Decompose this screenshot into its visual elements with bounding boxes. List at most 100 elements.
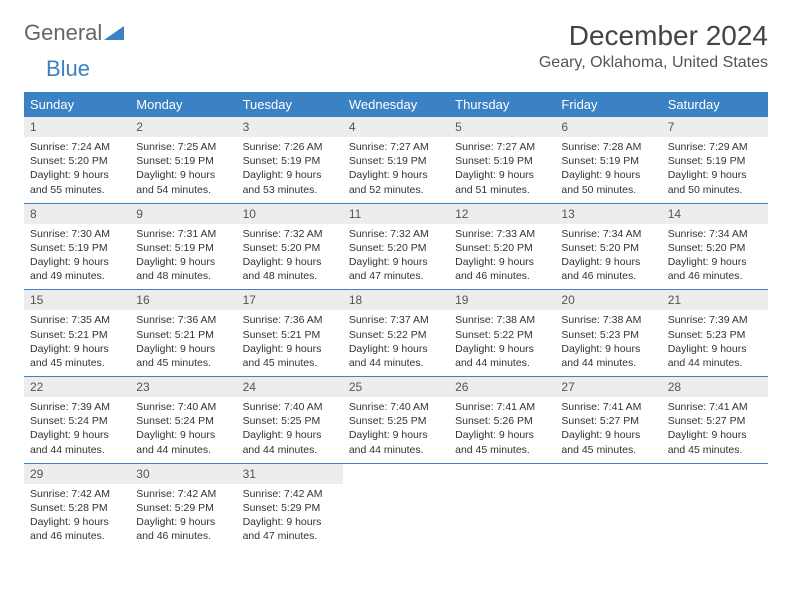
calendar-day: 13Sunrise: 7:34 AMSunset: 5:20 PMDayligh… — [555, 204, 661, 290]
day-number: 30 — [130, 464, 236, 484]
sunset-text: Sunset: 5:29 PM — [136, 501, 230, 515]
day-number: 7 — [662, 117, 768, 137]
sunset-text: Sunset: 5:24 PM — [136, 414, 230, 428]
day-number: 22 — [24, 377, 130, 397]
sunset-text: Sunset: 5:25 PM — [243, 414, 337, 428]
day-number: 5 — [449, 117, 555, 137]
sunset-text: Sunset: 5:19 PM — [136, 154, 230, 168]
day-details: Sunrise: 7:32 AMSunset: 5:20 PMDaylight:… — [343, 224, 449, 290]
day-details: Sunrise: 7:27 AMSunset: 5:19 PMDaylight:… — [343, 137, 449, 203]
sunset-text: Sunset: 5:19 PM — [668, 154, 762, 168]
day-number: 9 — [130, 204, 236, 224]
day-details: Sunrise: 7:33 AMSunset: 5:20 PMDaylight:… — [449, 224, 555, 290]
sunset-text: Sunset: 5:19 PM — [561, 154, 655, 168]
daylight-text: Daylight: 9 hours and 44 minutes. — [136, 428, 230, 456]
day-details: Sunrise: 7:34 AMSunset: 5:20 PMDaylight:… — [662, 224, 768, 290]
brand-triangle-icon — [102, 20, 124, 46]
calendar-day: 16Sunrise: 7:36 AMSunset: 5:21 PMDayligh… — [130, 290, 236, 376]
calendar-day: 8Sunrise: 7:30 AMSunset: 5:19 PMDaylight… — [24, 204, 130, 290]
daylight-text: Daylight: 9 hours and 46 minutes. — [668, 255, 762, 283]
calendar-day: 21Sunrise: 7:39 AMSunset: 5:23 PMDayligh… — [662, 290, 768, 376]
sunset-text: Sunset: 5:19 PM — [30, 241, 124, 255]
calendar-day: 24Sunrise: 7:40 AMSunset: 5:25 PMDayligh… — [237, 377, 343, 463]
daylight-text: Daylight: 9 hours and 44 minutes. — [243, 428, 337, 456]
sunset-text: Sunset: 5:20 PM — [668, 241, 762, 255]
day-details: Sunrise: 7:30 AMSunset: 5:19 PMDaylight:… — [24, 224, 130, 290]
day-details: Sunrise: 7:24 AMSunset: 5:20 PMDaylight:… — [24, 137, 130, 203]
calendar-day: 31Sunrise: 7:42 AMSunset: 5:29 PMDayligh… — [237, 464, 343, 550]
daylight-text: Daylight: 9 hours and 46 minutes. — [30, 515, 124, 543]
sunrise-text: Sunrise: 7:32 AM — [349, 227, 443, 241]
day-number: 11 — [343, 204, 449, 224]
sunset-text: Sunset: 5:27 PM — [668, 414, 762, 428]
sunset-text: Sunset: 5:21 PM — [243, 328, 337, 342]
day-number: 26 — [449, 377, 555, 397]
daylight-text: Daylight: 9 hours and 44 minutes. — [349, 428, 443, 456]
daylight-text: Daylight: 9 hours and 49 minutes. — [30, 255, 124, 283]
calendar-week: 8Sunrise: 7:30 AMSunset: 5:19 PMDaylight… — [24, 203, 768, 290]
daylight-text: Daylight: 9 hours and 44 minutes. — [349, 342, 443, 370]
sunrise-text: Sunrise: 7:34 AM — [668, 227, 762, 241]
daylight-text: Daylight: 9 hours and 45 minutes. — [668, 428, 762, 456]
sunrise-text: Sunrise: 7:40 AM — [349, 400, 443, 414]
sunset-text: Sunset: 5:20 PM — [349, 241, 443, 255]
day-details: Sunrise: 7:26 AMSunset: 5:19 PMDaylight:… — [237, 137, 343, 203]
sunrise-text: Sunrise: 7:41 AM — [668, 400, 762, 414]
calendar-day: 4Sunrise: 7:27 AMSunset: 5:19 PMDaylight… — [343, 117, 449, 203]
sunrise-text: Sunrise: 7:42 AM — [136, 487, 230, 501]
day-number: 3 — [237, 117, 343, 137]
sunset-text: Sunset: 5:27 PM — [561, 414, 655, 428]
calendar-day: 5Sunrise: 7:27 AMSunset: 5:19 PMDaylight… — [449, 117, 555, 203]
calendar-day: 15Sunrise: 7:35 AMSunset: 5:21 PMDayligh… — [24, 290, 130, 376]
day-number: 15 — [24, 290, 130, 310]
brand-part1: General — [24, 20, 102, 46]
calendar-week: 29Sunrise: 7:42 AMSunset: 5:28 PMDayligh… — [24, 463, 768, 550]
brand-part2: Blue — [46, 56, 90, 82]
day-number: 29 — [24, 464, 130, 484]
daylight-text: Daylight: 9 hours and 44 minutes. — [561, 342, 655, 370]
sunrise-text: Sunrise: 7:30 AM — [30, 227, 124, 241]
daylight-text: Daylight: 9 hours and 46 minutes. — [136, 515, 230, 543]
day-number: 16 — [130, 290, 236, 310]
sunrise-text: Sunrise: 7:24 AM — [30, 140, 124, 154]
sunrise-text: Sunrise: 7:42 AM — [30, 487, 124, 501]
sunset-text: Sunset: 5:29 PM — [243, 501, 337, 515]
day-details: Sunrise: 7:37 AMSunset: 5:22 PMDaylight:… — [343, 310, 449, 376]
day-number: 12 — [449, 204, 555, 224]
sunset-text: Sunset: 5:19 PM — [243, 154, 337, 168]
day-details: Sunrise: 7:39 AMSunset: 5:24 PMDaylight:… — [24, 397, 130, 463]
day-number: 8 — [24, 204, 130, 224]
day-details: Sunrise: 7:27 AMSunset: 5:19 PMDaylight:… — [449, 137, 555, 203]
day-details: Sunrise: 7:38 AMSunset: 5:22 PMDaylight:… — [449, 310, 555, 376]
sunset-text: Sunset: 5:21 PM — [30, 328, 124, 342]
day-number: 28 — [662, 377, 768, 397]
sunset-text: Sunset: 5:20 PM — [455, 241, 549, 255]
daylight-text: Daylight: 9 hours and 45 minutes. — [243, 342, 337, 370]
day-number: 6 — [555, 117, 661, 137]
calendar-day: 17Sunrise: 7:36 AMSunset: 5:21 PMDayligh… — [237, 290, 343, 376]
calendar-day-empty: .. — [343, 464, 449, 550]
sunset-text: Sunset: 5:19 PM — [455, 154, 549, 168]
weekday-header: Wednesday — [343, 92, 449, 117]
day-number: 19 — [449, 290, 555, 310]
calendar-day: 2Sunrise: 7:25 AMSunset: 5:19 PMDaylight… — [130, 117, 236, 203]
daylight-text: Daylight: 9 hours and 44 minutes. — [668, 342, 762, 370]
sunrise-text: Sunrise: 7:42 AM — [243, 487, 337, 501]
daylight-text: Daylight: 9 hours and 51 minutes. — [455, 168, 549, 196]
daylight-text: Daylight: 9 hours and 48 minutes. — [136, 255, 230, 283]
day-number: 1 — [24, 117, 130, 137]
calendar-day: 12Sunrise: 7:33 AMSunset: 5:20 PMDayligh… — [449, 204, 555, 290]
calendar-day: 9Sunrise: 7:31 AMSunset: 5:19 PMDaylight… — [130, 204, 236, 290]
daylight-text: Daylight: 9 hours and 44 minutes. — [30, 428, 124, 456]
sunrise-text: Sunrise: 7:37 AM — [349, 313, 443, 327]
calendar-day-empty: .. — [555, 464, 661, 550]
calendar-day-empty: .. — [449, 464, 555, 550]
day-number: 4 — [343, 117, 449, 137]
calendar-day: 1Sunrise: 7:24 AMSunset: 5:20 PMDaylight… — [24, 117, 130, 203]
weekday-header: Tuesday — [237, 92, 343, 117]
sunset-text: Sunset: 5:20 PM — [561, 241, 655, 255]
calendar-day: 7Sunrise: 7:29 AMSunset: 5:19 PMDaylight… — [662, 117, 768, 203]
weekday-header-row: Sunday Monday Tuesday Wednesday Thursday… — [24, 92, 768, 117]
daylight-text: Daylight: 9 hours and 46 minutes. — [561, 255, 655, 283]
calendar-day: 6Sunrise: 7:28 AMSunset: 5:19 PMDaylight… — [555, 117, 661, 203]
